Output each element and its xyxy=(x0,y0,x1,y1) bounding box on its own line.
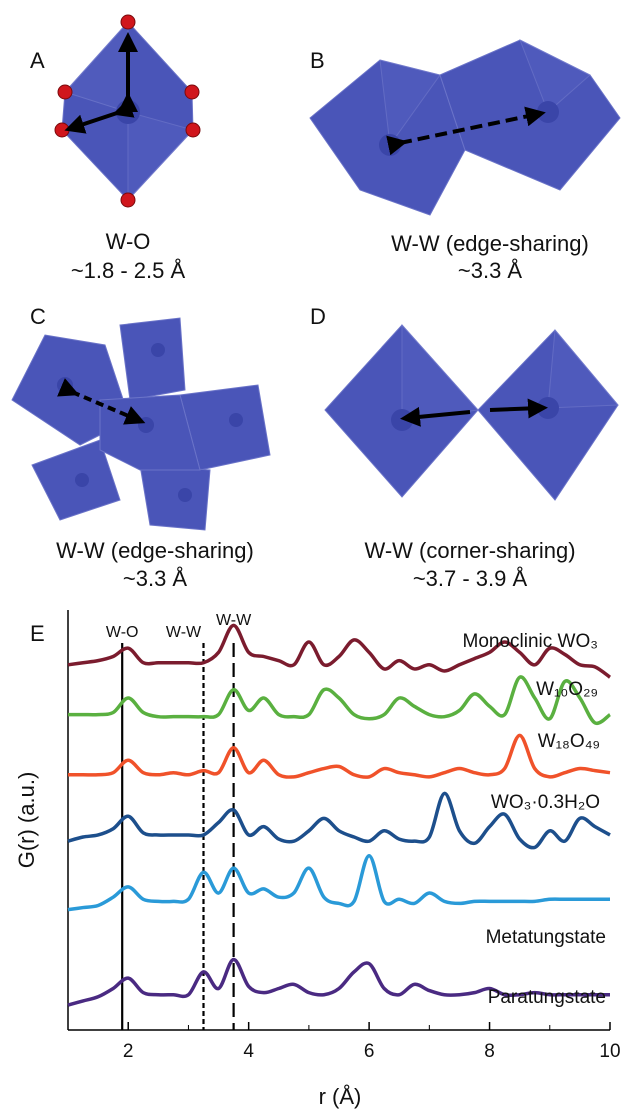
caption: ~3.3 Å xyxy=(123,566,188,591)
reference-label: W-W xyxy=(216,612,252,629)
caption: W-W (corner-sharing) xyxy=(364,538,575,563)
x-axis-label: r (Å) xyxy=(319,1084,362,1109)
panel-label: E xyxy=(30,621,45,646)
reference-label: W-W xyxy=(166,624,202,641)
caption: ~1.8 - 2.5 Å xyxy=(71,258,186,283)
y-axis-label: G(r) (a.u.) xyxy=(14,772,39,869)
caption: W-O xyxy=(106,229,151,254)
x-tick-label: 4 xyxy=(243,1041,254,1062)
panel-label: B xyxy=(310,48,325,73)
series-line xyxy=(67,623,612,679)
panel-b-diagram xyxy=(309,38,621,216)
caption: ~3.3 Å xyxy=(458,258,523,283)
panel-label: D xyxy=(310,304,326,329)
series-line xyxy=(67,853,610,912)
series-line xyxy=(67,957,610,1007)
reference-label: W-O xyxy=(106,624,139,641)
series-label: Metatungstate xyxy=(486,927,606,948)
series-label: Monoclinic WO₃ xyxy=(463,631,599,652)
panel-a-diagram xyxy=(54,14,201,208)
panel-label: C xyxy=(30,304,46,329)
series-line xyxy=(68,733,611,779)
series-label: W₁₀O₂₉ xyxy=(536,679,598,700)
panel-d-diagram xyxy=(324,323,620,501)
x-tick-label: 10 xyxy=(599,1041,620,1062)
series-line xyxy=(68,675,612,726)
x-tick-label: 8 xyxy=(484,1041,495,1062)
x-tick-label: 2 xyxy=(123,1041,134,1062)
panel-label: A xyxy=(30,48,45,73)
x-tick-label: 6 xyxy=(364,1041,375,1062)
caption: W-W (edge-sharing) xyxy=(56,538,254,563)
series-line xyxy=(67,791,611,850)
series-label: WO₃·0.3H₂O xyxy=(491,792,600,813)
plot: 2 4 6 8 10 W-O W-W W-W Monoclinic WO₃ W₁₀O₂₉ W₁₈O₄… xyxy=(67,610,621,1062)
series-label: Paratungstate xyxy=(488,987,606,1008)
panel-c-diagram xyxy=(11,317,271,531)
caption: ~3.7 - 3.9 Å xyxy=(413,566,528,591)
series-label: W₁₈O₄₉ xyxy=(538,731,600,752)
caption: W-W (edge-sharing) xyxy=(391,231,589,256)
